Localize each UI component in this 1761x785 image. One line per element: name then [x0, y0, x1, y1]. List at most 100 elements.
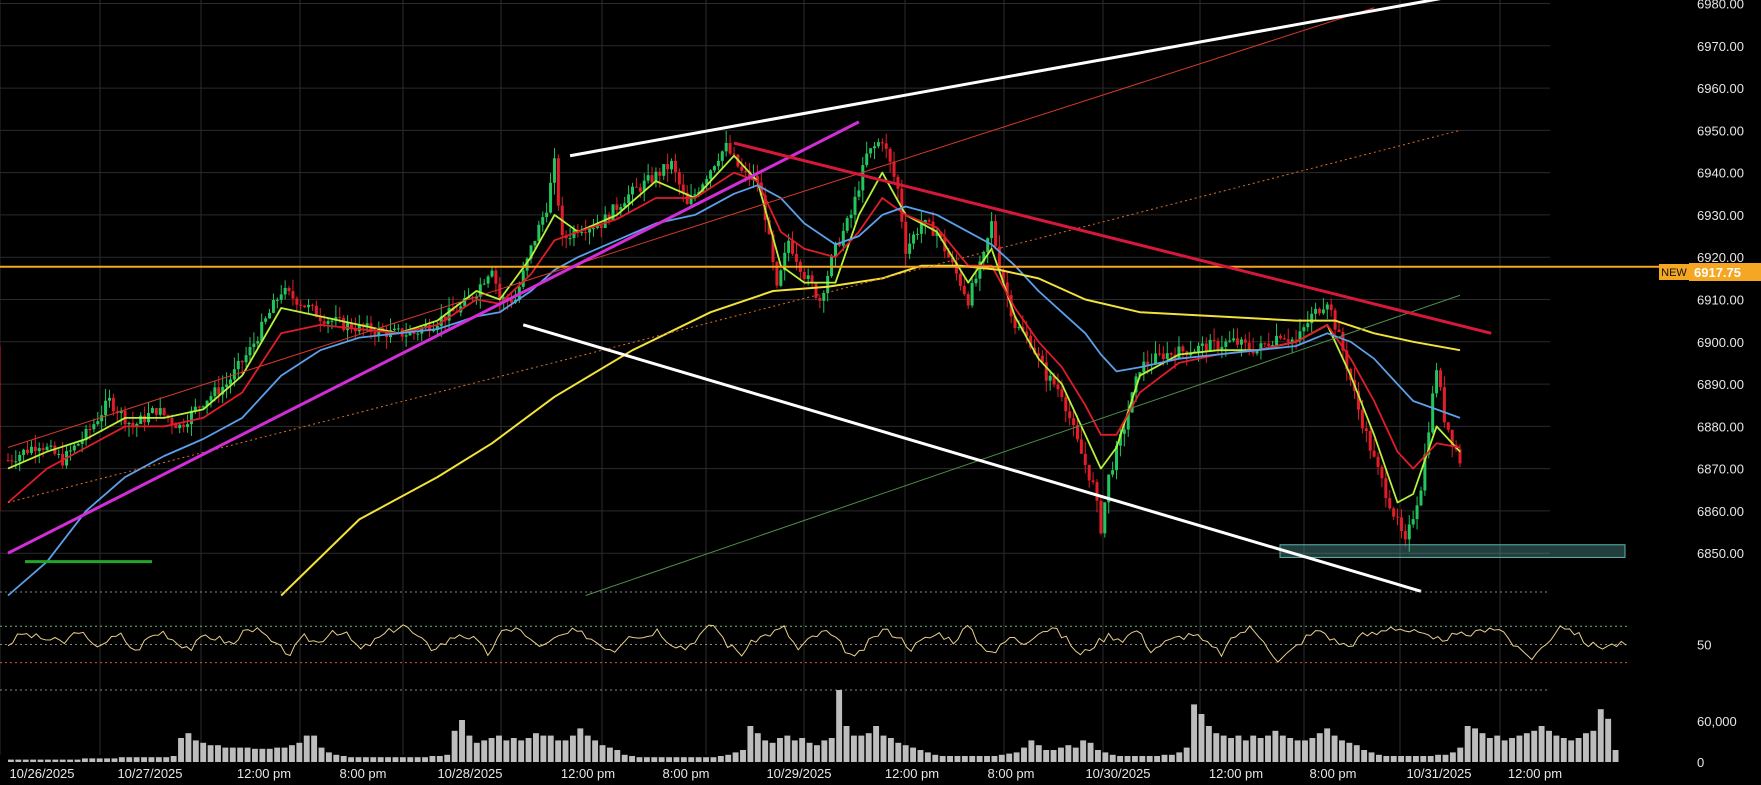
candle-body[interactable]: [248, 347, 252, 356]
volume-bar[interactable]: [118, 757, 125, 762]
volume-bar[interactable]: [488, 738, 495, 762]
candle-body[interactable]: [869, 148, 873, 154]
volume-bar[interactable]: [44, 759, 51, 762]
candle-body[interactable]: [732, 153, 736, 155]
volume-bar[interactable]: [1405, 756, 1412, 762]
candle-body[interactable]: [283, 287, 287, 295]
volume-bar[interactable]: [1191, 704, 1198, 762]
volume-bar[interactable]: [1464, 726, 1471, 762]
candle-body[interactable]: [1212, 339, 1216, 341]
volume-bar[interactable]: [969, 756, 976, 762]
candle-body[interactable]: [1267, 343, 1271, 346]
candle-body[interactable]: [37, 448, 41, 452]
candle-body[interactable]: [1380, 466, 1384, 479]
volume-bar[interactable]: [1331, 735, 1338, 762]
volume-bar[interactable]: [695, 757, 702, 762]
candle-body[interactable]: [256, 341, 260, 344]
volume-bar[interactable]: [473, 742, 480, 762]
volume-bar[interactable]: [200, 742, 207, 762]
candle-body[interactable]: [986, 238, 990, 252]
volume-bar[interactable]: [1412, 756, 1419, 762]
candle-body[interactable]: [154, 408, 158, 415]
candle-body[interactable]: [818, 297, 822, 301]
candle-body[interactable]: [107, 397, 111, 401]
volume-bar[interactable]: [784, 735, 791, 762]
candle-body[interactable]: [1107, 474, 1111, 503]
candle-body[interactable]: [486, 276, 490, 284]
candle-body[interactable]: [131, 422, 135, 427]
volume-bar[interactable]: [902, 745, 909, 762]
volume-bar[interactable]: [1242, 740, 1249, 762]
candle-body[interactable]: [404, 335, 408, 337]
volume-bar[interactable]: [215, 745, 221, 762]
candle-body[interactable]: [951, 257, 955, 263]
candle-body[interactable]: [1372, 450, 1376, 457]
volume-bar[interactable]: [237, 747, 244, 762]
volume-bar[interactable]: [1294, 740, 1301, 762]
volume-bar[interactable]: [15, 759, 22, 762]
candle-body[interactable]: [927, 220, 931, 222]
candle-body[interactable]: [1294, 339, 1298, 341]
candle-body[interactable]: [1154, 353, 1158, 364]
candle-body[interactable]: [33, 446, 37, 452]
candle-body[interactable]: [915, 233, 919, 235]
volume-bar[interactable]: [850, 735, 857, 762]
candle-body[interactable]: [619, 207, 623, 210]
candle-body[interactable]: [338, 317, 342, 319]
candle-body[interactable]: [552, 158, 556, 183]
candle-body[interactable]: [666, 164, 670, 170]
volume-bar[interactable]: [1205, 726, 1212, 762]
volume-bar[interactable]: [814, 745, 820, 762]
candle-body[interactable]: [271, 300, 275, 313]
volume-bar[interactable]: [1124, 756, 1131, 762]
candle-body[interactable]: [322, 321, 326, 324]
candle-body[interactable]: [744, 170, 748, 172]
candle-body[interactable]: [1220, 346, 1224, 350]
candle-body[interactable]: [1169, 353, 1173, 355]
candle-body[interactable]: [318, 317, 322, 322]
candle-body[interactable]: [935, 232, 939, 236]
volume-bar[interactable]: [1435, 754, 1442, 762]
volume-bar[interactable]: [614, 750, 621, 762]
candle-body[interactable]: [240, 360, 244, 363]
candle-body[interactable]: [912, 234, 916, 244]
volume-bar[interactable]: [1058, 747, 1064, 762]
volume-bar[interactable]: [858, 735, 865, 762]
candle-body[interactable]: [1177, 346, 1181, 359]
candle-body[interactable]: [740, 166, 744, 171]
candle-body[interactable]: [490, 270, 494, 277]
volume-bar[interactable]: [1375, 754, 1382, 762]
volume-bar[interactable]: [947, 756, 953, 762]
volume-bar[interactable]: [185, 733, 192, 762]
candle-body[interactable]: [748, 171, 752, 179]
candle-body[interactable]: [1075, 425, 1079, 440]
candle-body[interactable]: [1001, 270, 1005, 283]
candle-body[interactable]: [966, 294, 970, 306]
red-channel-upper-line[interactable]: [7, 7, 1375, 448]
candle-body[interactable]: [104, 400, 108, 416]
volume-bar[interactable]: [377, 757, 384, 762]
candle-body[interactable]: [1146, 361, 1150, 365]
volume-bar[interactable]: [717, 756, 724, 762]
candle-body[interactable]: [1122, 429, 1126, 434]
volume-bar[interactable]: [466, 735, 473, 762]
candle-body[interactable]: [494, 270, 498, 284]
candle-body[interactable]: [1271, 345, 1275, 347]
volume-bar[interactable]: [1339, 740, 1345, 762]
candle-body[interactable]: [10, 460, 14, 462]
volume-bar[interactable]: [621, 754, 628, 762]
volume-bar[interactable]: [1072, 747, 1079, 762]
candle-body[interactable]: [353, 329, 357, 332]
candle-body[interactable]: [205, 400, 209, 407]
volume-bar[interactable]: [303, 735, 310, 762]
volume-bar[interactable]: [370, 757, 377, 762]
candle-body[interactable]: [268, 312, 272, 319]
candle-body[interactable]: [1310, 313, 1314, 324]
volume-bar[interactable]: [222, 747, 229, 762]
candle-body[interactable]: [1056, 384, 1060, 390]
volume-bar[interactable]: [288, 745, 295, 762]
candle-body[interactable]: [853, 196, 857, 215]
candle-body[interactable]: [627, 194, 631, 204]
volume-bar[interactable]: [606, 747, 613, 762]
